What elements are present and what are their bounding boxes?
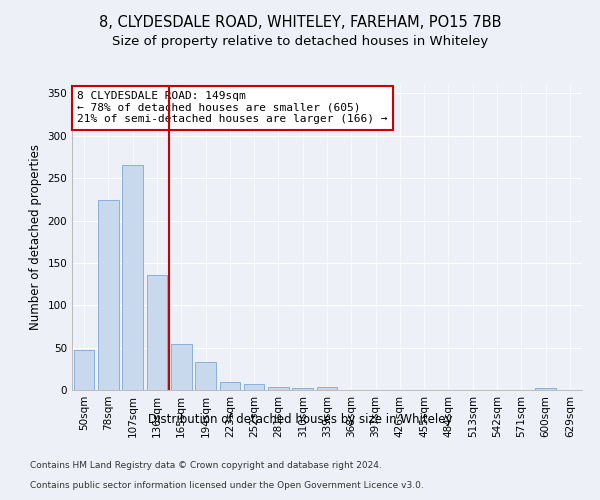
Text: 8 CLYDESDALE ROAD: 149sqm
← 78% of detached houses are smaller (605)
21% of semi: 8 CLYDESDALE ROAD: 149sqm ← 78% of detac… bbox=[77, 91, 388, 124]
Bar bbox=[244, 384, 265, 390]
Text: Contains HM Land Registry data © Crown copyright and database right 2024.: Contains HM Land Registry data © Crown c… bbox=[30, 461, 382, 470]
Bar bbox=[317, 386, 337, 390]
Bar bbox=[195, 362, 216, 390]
Bar bbox=[122, 166, 143, 390]
Bar bbox=[146, 275, 167, 390]
Bar bbox=[98, 200, 119, 390]
Text: Size of property relative to detached houses in Whiteley: Size of property relative to detached ho… bbox=[112, 35, 488, 48]
Text: Contains public sector information licensed under the Open Government Licence v3: Contains public sector information licen… bbox=[30, 481, 424, 490]
Bar bbox=[535, 388, 556, 390]
Bar bbox=[74, 350, 94, 390]
Bar bbox=[171, 344, 191, 390]
Bar bbox=[268, 388, 289, 390]
Text: Distribution of detached houses by size in Whiteley: Distribution of detached houses by size … bbox=[148, 412, 452, 426]
Bar bbox=[292, 388, 313, 390]
Text: 8, CLYDESDALE ROAD, WHITELEY, FAREHAM, PO15 7BB: 8, CLYDESDALE ROAD, WHITELEY, FAREHAM, P… bbox=[99, 15, 501, 30]
Bar bbox=[220, 382, 240, 390]
Y-axis label: Number of detached properties: Number of detached properties bbox=[29, 144, 42, 330]
